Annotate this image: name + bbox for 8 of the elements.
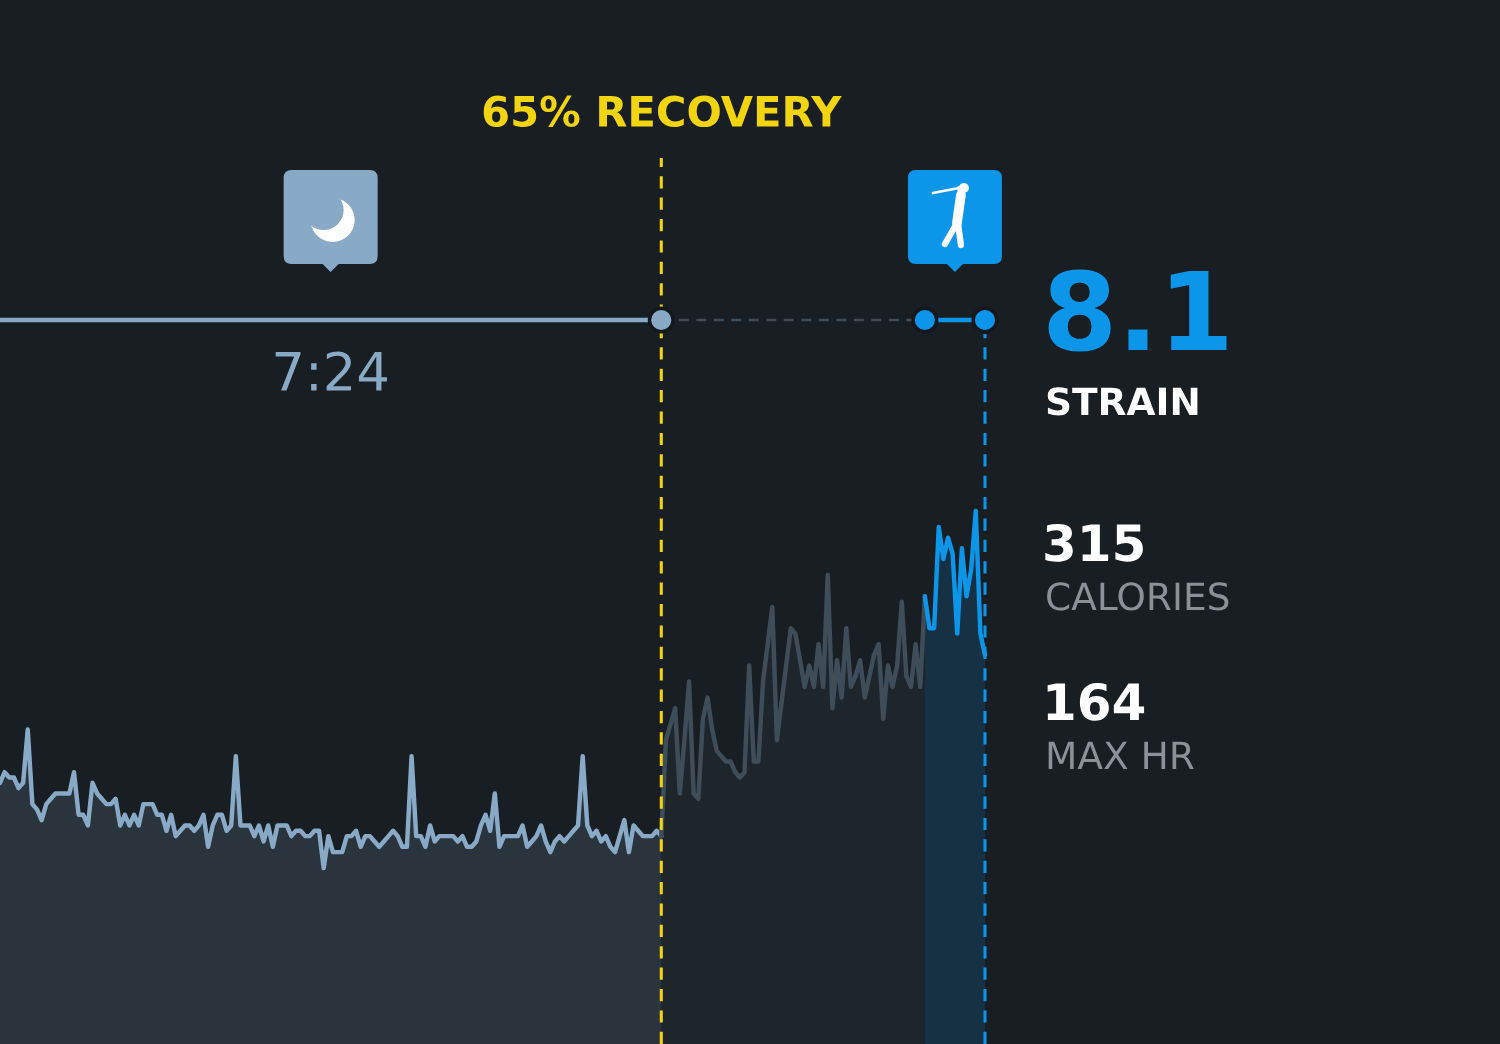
text: 65% RECOVERY: [483, 95, 842, 128]
text: 7:24: [275, 351, 387, 391]
category-label: STRAIN: [1047, 387, 1198, 416]
data-label: 315: [1045, 523, 1143, 562]
data-label: 164: [1047, 682, 1145, 721]
data-label: 8.1: [1048, 269, 1227, 352]
category-label: MAX HR: [1048, 741, 1194, 769]
category-label: CALORIES: [1047, 582, 1229, 611]
